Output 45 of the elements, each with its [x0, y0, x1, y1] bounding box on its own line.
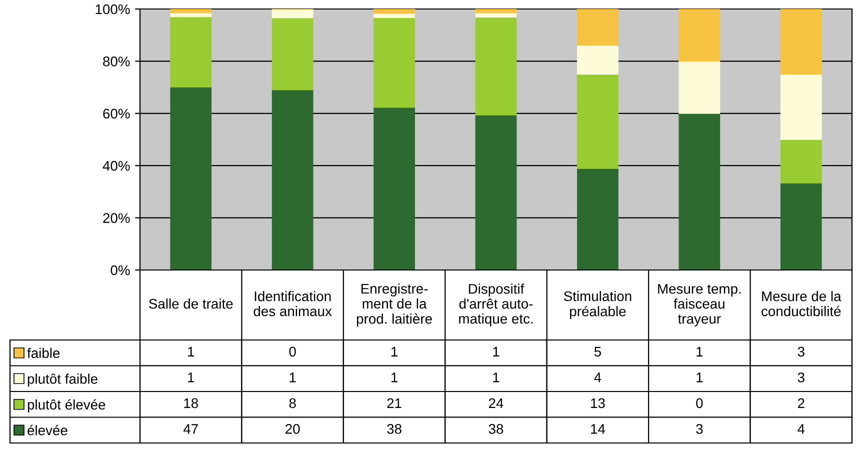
data-label: 0 — [696, 398, 703, 408]
x-tick-label: Stimulation préalable — [564, 290, 632, 320]
data-label: 0 — [289, 346, 296, 357]
x-tick-label: Dispositif d'arrêt auto- matique etc. — [459, 284, 533, 326]
data-label: 1 — [493, 346, 500, 356]
data-label: 2 — [798, 398, 804, 408]
data-label: 38 — [387, 424, 402, 434]
data-label: 1 — [696, 372, 703, 382]
y-tick-label: 80% — [103, 56, 130, 66]
data-label: 3 — [798, 372, 804, 382]
x-tick-label: Mesure temp. faisceau trayeur — [658, 284, 741, 326]
data-label: 1 — [290, 372, 296, 382]
data-label: 24 — [488, 398, 504, 408]
data-label: 14 — [591, 424, 606, 434]
data-label: 8 — [289, 398, 296, 408]
y-tick-label: 20% — [103, 213, 130, 223]
x-tick-label: Identification des animaux — [254, 291, 332, 316]
x-tick-label: Enregistre- ment de la prod. laitière — [356, 283, 432, 327]
y-tick-label: 0% — [110, 265, 130, 276]
data-label: 38 — [488, 424, 504, 434]
y-tick-label: plutôt élevée — [28, 399, 106, 412]
y-tick-label: 40% — [102, 160, 130, 171]
data-label: 18 — [184, 398, 198, 408]
data-label: 1 — [696, 346, 703, 356]
data-label: 20 — [286, 424, 300, 434]
data-label: 1 — [188, 372, 194, 382]
data-label: 5 — [594, 346, 601, 357]
data-label: 1 — [188, 346, 194, 356]
data-label: 3 — [798, 346, 804, 357]
y-tick-label: 60% — [103, 108, 130, 119]
x-tick-label: Mesure de la conductibilité — [762, 291, 842, 316]
data-label: 4 — [798, 424, 805, 434]
data-label: 13 — [591, 398, 605, 408]
data-label: 4 — [594, 372, 602, 382]
data-label: 47 — [183, 424, 198, 434]
data-label: 1 — [391, 346, 398, 356]
data-label: 21 — [387, 398, 402, 408]
y-tick-label: faible — [27, 348, 60, 358]
y-tick-label: plutôt faible — [28, 374, 98, 387]
x-tick-label: Salle de traite — [149, 298, 233, 309]
y-tick-label: 100% — [96, 4, 130, 14]
data-label: 1 — [493, 372, 500, 382]
data-label: 1 — [391, 372, 398, 382]
data-label: 3 — [696, 424, 703, 434]
y-tick-label: élevée — [28, 424, 68, 436]
